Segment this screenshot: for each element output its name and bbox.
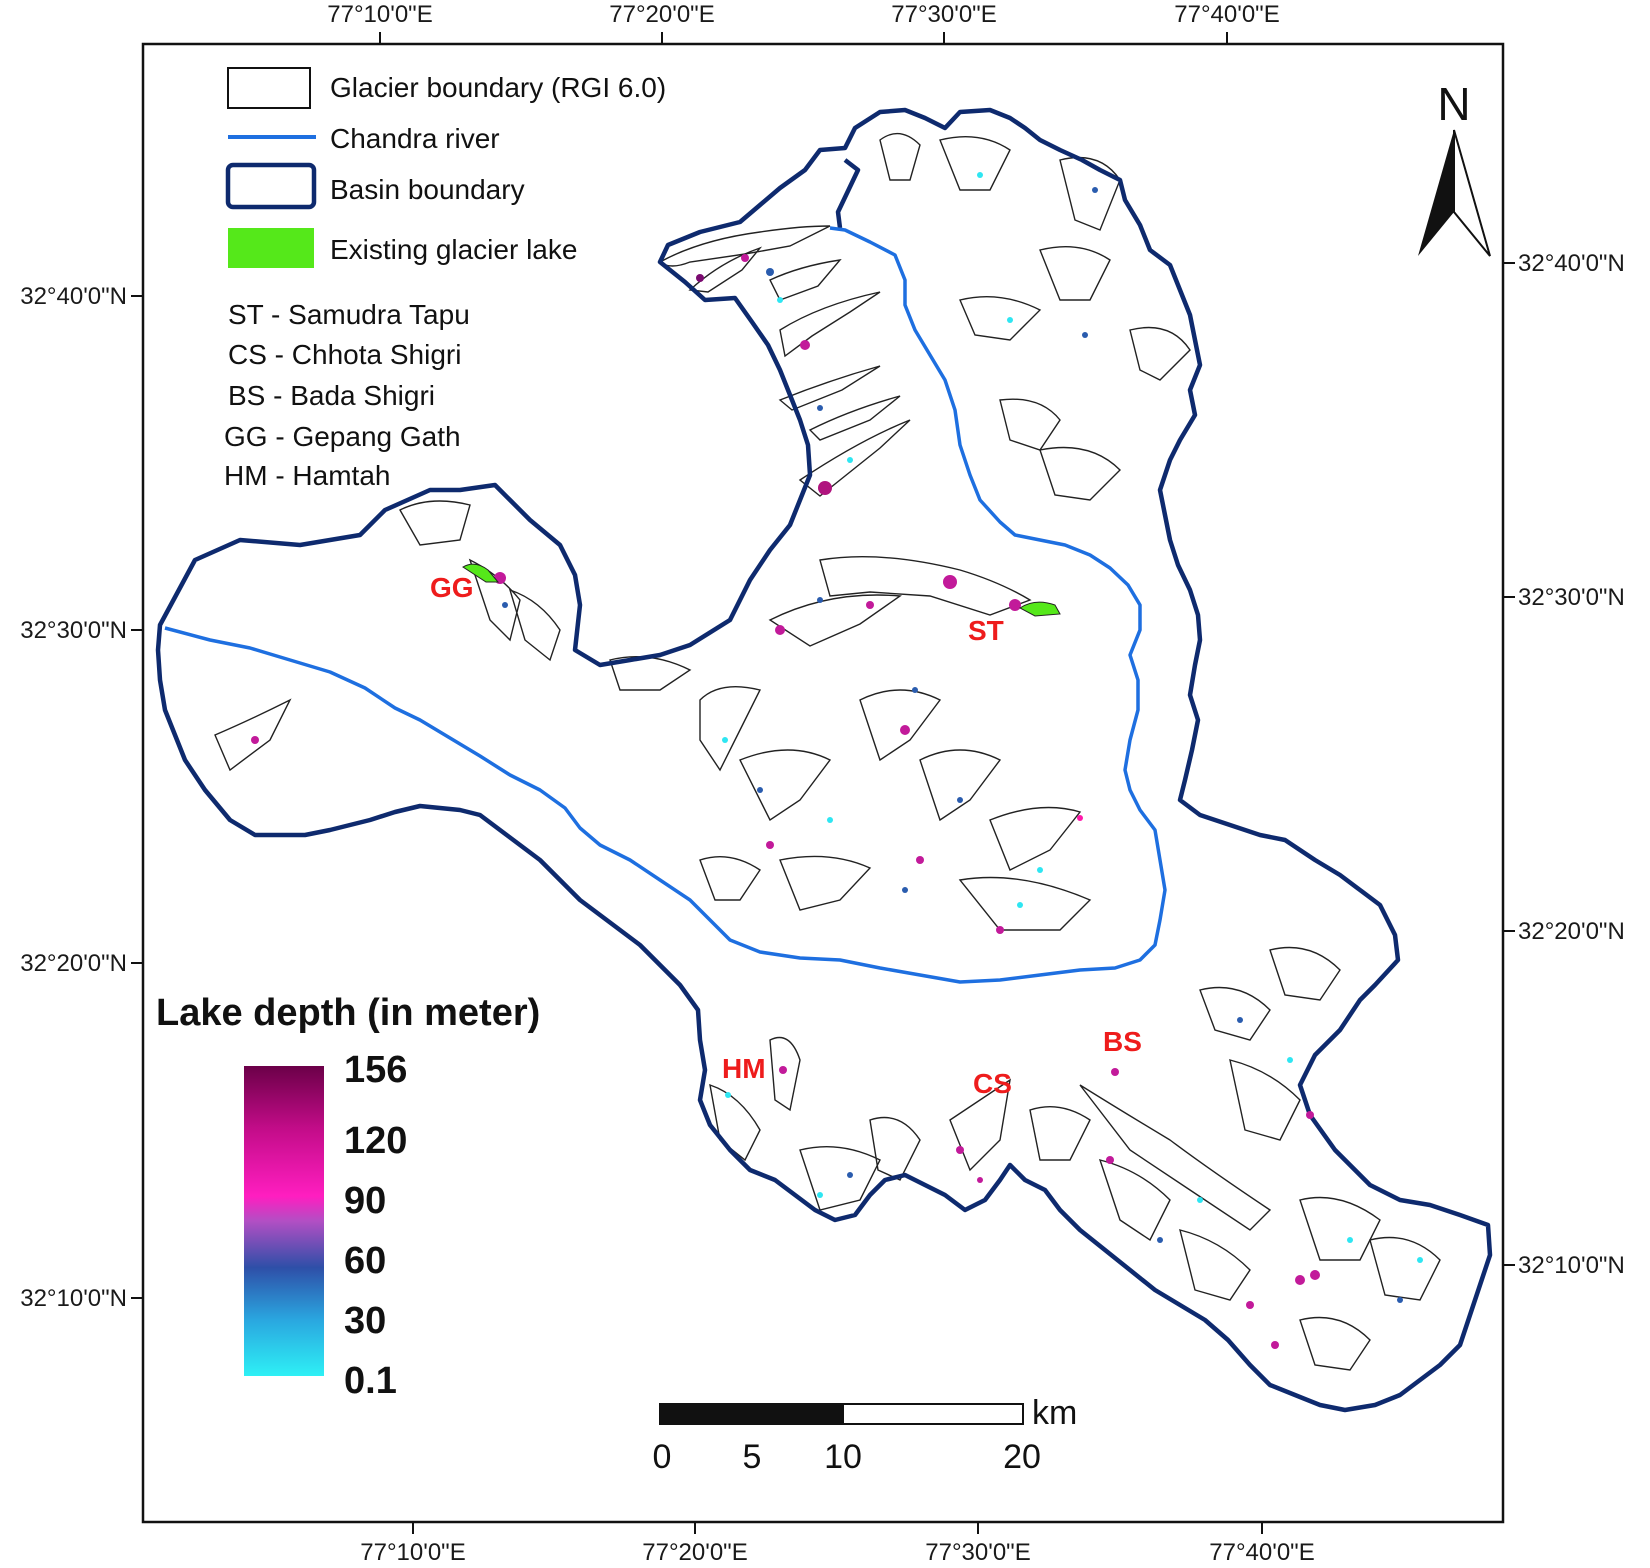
legend-basin-label: Basin boundary	[330, 174, 525, 205]
glacier-label-st: ST	[968, 615, 1004, 646]
scale-bar-black-segment	[659, 1403, 844, 1425]
legend-lake-label: Existing glacier lake	[330, 234, 577, 265]
legend-basin-symbol	[225, 162, 317, 210]
bottom-longitude-axis: 77°10'0"E 77°20'0"E 77°30'0"E 77°40'0"E	[360, 1522, 1315, 1566]
scale-bar-tick: 5	[743, 1438, 762, 1476]
right-lat-label: 32°40'0"N	[1518, 250, 1625, 277]
glacier-label-cs: CS	[973, 1068, 1012, 1099]
glacier-abbreviations: ST - Samudra Tapu CS - Chhota Shigri BS …	[224, 299, 470, 491]
top-longitude-axis: 77°10'0"E 77°20'0"E 77°30'0"E 77°40'0"E	[327, 1, 1280, 44]
depth-tick: 0.1	[344, 1360, 397, 1402]
north-arrow-left-half	[1418, 130, 1454, 256]
abbreviation-item: HM - Hamtah	[224, 460, 390, 491]
glacier-outlines	[214, 132, 1441, 1371]
scale-bar-tick: 0	[653, 1438, 672, 1476]
legend-river-label: Chandra river	[330, 123, 500, 154]
left-lat-label: 32°30'0"N	[20, 617, 127, 644]
abbreviation-item: CS - Chhota Shigri	[228, 339, 461, 370]
legend-glacier-symbol	[227, 67, 311, 109]
top-lon-label: 77°40'0"E	[1174, 1, 1279, 28]
depth-tick: 90	[344, 1180, 386, 1222]
left-lat-label: 32°20'0"N	[20, 950, 127, 977]
bottom-lon-label: 77°30'0"E	[925, 1539, 1030, 1566]
glacier-label-bs: BS	[1103, 1026, 1142, 1057]
top-lon-label: 77°30'0"E	[891, 1, 996, 28]
depth-legend: Lake depth (in meter) 156 120 90 60 30 0…	[156, 992, 540, 1402]
chandra-river	[164, 226, 1167, 984]
abbreviation-item: GG - Gepang Gath	[224, 421, 461, 452]
existing-glacier-lakes	[462, 563, 1061, 617]
abbreviation-item: ST - Samudra Tapu	[228, 299, 470, 330]
glacier-label-hm: HM	[722, 1053, 766, 1084]
basin-boundary	[155, 107, 1493, 1413]
legend-glacier-label: Glacier boundary (RGI 6.0)	[330, 72, 666, 103]
left-latitude-axis: 32°40'0"N 32°30'0"N 32°20'0"N 32°10'0"N	[20, 283, 143, 1312]
depth-color-ramp	[244, 1066, 324, 1376]
scale-bar: km 0 5 10 20	[653, 1394, 1078, 1476]
north-arrow-right-half	[1453, 129, 1491, 257]
scale-bar-unit: km	[1032, 1394, 1077, 1432]
left-lat-label: 32°40'0"N	[20, 283, 127, 310]
top-lon-label: 77°20'0"E	[609, 1, 714, 28]
north-arrow: N	[1418, 78, 1491, 257]
depth-tick: 30	[344, 1300, 386, 1342]
depth-tick: 120	[344, 1120, 407, 1162]
map-frame	[141, 42, 1505, 1524]
sub-basin-boundary	[835, 158, 861, 229]
scale-bar-white-segment	[842, 1403, 1024, 1425]
legend-lake-symbol	[228, 228, 314, 268]
bottom-lon-label: 77°40'0"E	[1209, 1539, 1314, 1566]
right-lat-label: 32°30'0"N	[1518, 584, 1625, 611]
north-label: N	[1437, 78, 1470, 130]
top-lon-label: 77°10'0"E	[327, 1, 432, 28]
right-lat-label: 32°20'0"N	[1518, 918, 1625, 945]
abbreviation-item: BS - Bada Shigri	[228, 380, 435, 411]
depth-tick: 156	[344, 1049, 407, 1091]
scale-bar-tick: 20	[1003, 1438, 1041, 1476]
glacier-label-gg: GG	[430, 572, 474, 603]
depth-legend-title: Lake depth (in meter)	[156, 992, 540, 1034]
left-lat-label: 32°10'0"N	[20, 1285, 127, 1312]
scale-bar-tick: 10	[824, 1438, 862, 1476]
right-lat-label: 32°10'0"N	[1518, 1252, 1625, 1279]
bottom-lon-label: 77°10'0"E	[360, 1539, 465, 1566]
map-legend: Glacier boundary (RGI 6.0) Chandra river…	[225, 67, 666, 268]
depth-tick: 60	[344, 1240, 386, 1282]
right-latitude-axis: 32°40'0"N 32°30'0"N 32°20'0"N 32°10'0"N	[1503, 250, 1625, 1279]
bottom-lon-label: 77°20'0"E	[642, 1539, 747, 1566]
